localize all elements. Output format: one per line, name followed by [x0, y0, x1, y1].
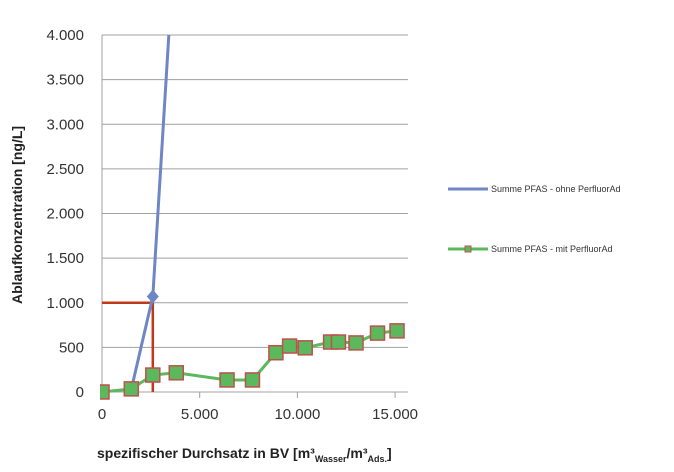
- data-point-mit: [168, 365, 185, 381]
- data-point-mit: [348, 335, 364, 351]
- data-point-mit: [100, 384, 110, 400]
- data-point-mit: [369, 325, 386, 341]
- x-tick-label: 0: [98, 406, 106, 423]
- x-label-end: ]: [387, 445, 392, 461]
- y-tick-label: 2.500: [46, 161, 84, 178]
- y-tick-label: 3.000: [46, 116, 84, 133]
- x-label-main: spezifischer Durchsatz in BV [m³: [97, 445, 315, 461]
- y-tick-label: 0: [76, 384, 84, 401]
- data-point-mit: [330, 334, 347, 350]
- legend-label-0: Summe PFAS - ohne PerfluorAd: [491, 184, 621, 194]
- x-label-mid: /m³: [347, 445, 368, 461]
- y-tick-label: 1.000: [46, 295, 84, 312]
- legend-marker-1: [464, 245, 472, 253]
- data-point-mit: [268, 344, 284, 361]
- y-tick-label: 500: [59, 339, 84, 356]
- data-point-ohne: [146, 289, 159, 304]
- x-label-sub2: Ads.: [368, 454, 388, 464]
- x-axis-label: spezifischer Durchsatz in BV [m³Wasser/m…: [97, 445, 392, 464]
- data-point-mit: [389, 323, 405, 339]
- y-tick-label: 1.500: [46, 250, 84, 267]
- x-label-sub1: Wasser: [315, 454, 347, 464]
- data-point-mit: [281, 338, 298, 354]
- x-tick-label: 15.000: [372, 406, 418, 423]
- data-point-mit: [219, 372, 235, 388]
- y-tick-label: 3.500: [46, 72, 84, 89]
- x-tick-label: 10.000: [274, 406, 320, 423]
- data-point-mit: [145, 367, 161, 383]
- data-point-mit: [244, 372, 261, 388]
- y-tick-label: 4.000: [46, 27, 84, 44]
- y-tick-label: 2.000: [46, 206, 84, 223]
- legend-label-1: Summe PFAS - mit PerfluorAd: [491, 244, 613, 254]
- y-axis-label: Ablaufkonzentration [ng/L]: [9, 126, 25, 304]
- x-tick-label: 5.000: [181, 406, 219, 423]
- data-point-mit: [123, 381, 140, 397]
- data-point-mit: [297, 340, 313, 356]
